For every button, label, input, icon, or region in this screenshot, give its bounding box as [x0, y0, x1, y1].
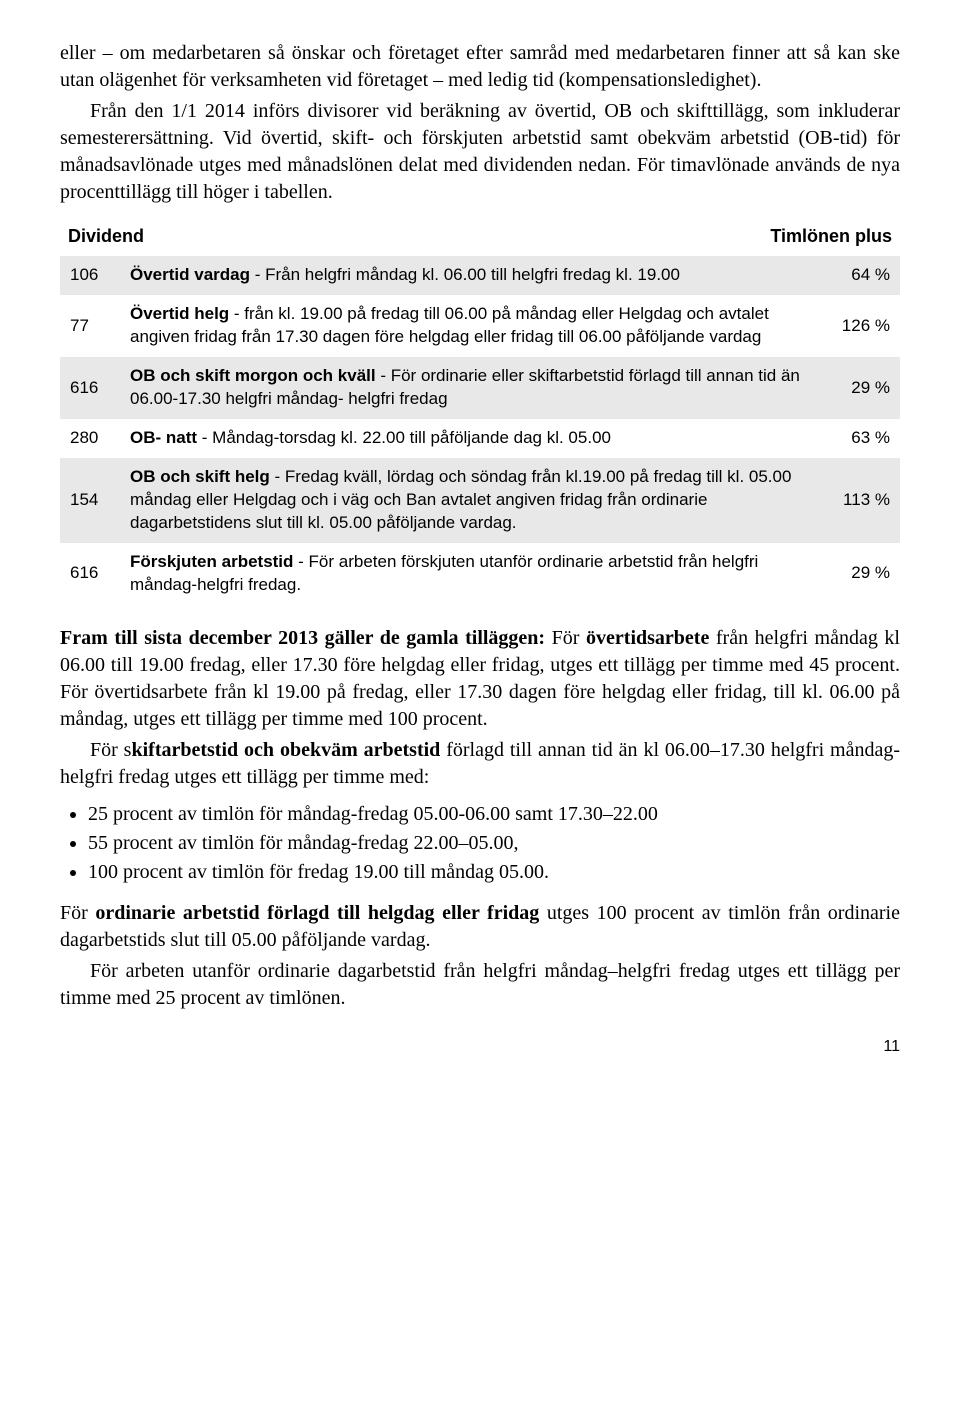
cell-dividend: 280 [60, 419, 120, 458]
cell-dividend: 106 [60, 256, 120, 295]
paragraph-1: eller – om medarbetaren så önskar och fö… [60, 40, 900, 94]
paragraph-4: För skiftarbetstid och obekväm arbetstid… [60, 737, 900, 791]
header-dividend: Dividend [68, 224, 144, 248]
cell-percent: 29 % [820, 357, 900, 419]
paragraph-2: Från den 1/1 2014 införs divisorer vid b… [60, 98, 900, 206]
p3-bold: Fram till sista december 2013 gäller de … [60, 627, 545, 649]
paragraph-5: För ordinarie arbetstid förlagd till hel… [60, 900, 900, 954]
bullet-list: 25 procent av timlön för måndag-fredag 0… [88, 801, 900, 886]
table-row: 280OB- natt - Måndag-torsdag kl. 22.00 t… [60, 419, 900, 458]
bullet-item: 25 procent av timlön för måndag-fredag 0… [88, 801, 900, 828]
p4-bold: kiftarbetstid och obekväm arbetstid [131, 739, 440, 761]
page-number: 11 [60, 1036, 900, 1058]
p5-pre: För [60, 902, 95, 924]
p3-t1: För [545, 627, 586, 649]
table-row: 616OB och skift morgon och kväll - För o… [60, 357, 900, 419]
cell-dividend: 154 [60, 458, 120, 543]
table-row: 154OB och skift helg - Fredag kväll, lör… [60, 458, 900, 543]
bullet-item: 100 procent av timlön för fredag 19.00 t… [88, 859, 900, 886]
cell-description: Övertid vardag - Från helgfri måndag kl.… [120, 256, 820, 295]
table-row: 77Övertid helg - från kl. 19.00 på freda… [60, 295, 900, 357]
cell-description: Förskjuten arbetstid - För arbeten försk… [120, 543, 820, 605]
paragraph-3: Fram till sista december 2013 gäller de … [60, 625, 900, 733]
cell-percent: 29 % [820, 543, 900, 605]
cell-percent: 126 % [820, 295, 900, 357]
cell-dividend: 616 [60, 357, 120, 419]
p5-bold: ordinarie arbetstid förlagd till helgdag… [95, 902, 539, 924]
paragraph-6: För arbeten utanför ordinarie dagarbetst… [60, 958, 900, 1012]
cell-dividend: 616 [60, 543, 120, 605]
cell-dividend: 77 [60, 295, 120, 357]
bullet-item: 55 procent av timlön för måndag-fredag 2… [88, 830, 900, 857]
table-row: 616Förskjuten arbetstid - För arbeten fö… [60, 543, 900, 605]
cell-percent: 113 % [820, 458, 900, 543]
header-timlonen: Timlönen plus [770, 224, 892, 248]
p4-pre: För s [90, 739, 131, 761]
cell-description: Övertid helg - från kl. 19.00 på fredag … [120, 295, 820, 357]
cell-description: OB och skift helg - Fredag kväll, lördag… [120, 458, 820, 543]
cell-percent: 64 % [820, 256, 900, 295]
cell-percent: 63 % [820, 419, 900, 458]
cell-description: OB och skift morgon och kväll - För ordi… [120, 357, 820, 419]
supplement-table: 106Övertid vardag - Från helgfri måndag … [60, 256, 900, 604]
cell-description: OB- natt - Måndag-torsdag kl. 22.00 till… [120, 419, 820, 458]
p3-bold2: övertidsarbete [586, 627, 709, 649]
table-header-row: Dividend Timlönen plus [60, 224, 900, 248]
table-row: 106Övertid vardag - Från helgfri måndag … [60, 256, 900, 295]
